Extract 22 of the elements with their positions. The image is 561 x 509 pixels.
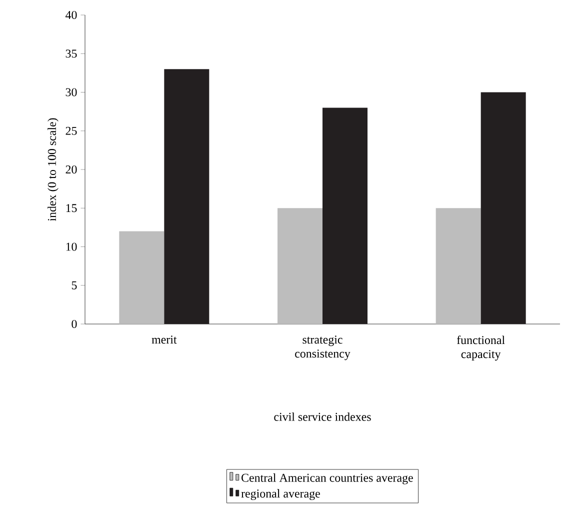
y-tick-label: 20 xyxy=(66,165,77,174)
y-tick-label: 15 xyxy=(66,204,77,212)
y-tick-label: 5 xyxy=(72,281,77,290)
y-tick-label: 30 xyxy=(66,88,77,96)
bar xyxy=(278,208,323,324)
x-tick-label: functional capacity xyxy=(456,336,505,361)
bar xyxy=(436,208,481,324)
x-tick-label: strategic consistency xyxy=(295,336,350,360)
bar xyxy=(119,231,164,324)
y-tick-label: 25 xyxy=(66,126,77,135)
y-tick-label: 35 xyxy=(66,50,77,58)
y-tick-label: 10 xyxy=(66,242,77,251)
y-axis-title: index (0 to 100 scale) xyxy=(48,118,58,222)
y-tick-label: 40 xyxy=(66,10,77,20)
bar xyxy=(480,92,526,324)
legend-label: Central American countries average xyxy=(242,473,413,484)
bar xyxy=(322,108,368,324)
x-tick-label: merit xyxy=(152,336,177,344)
legend-label: regional average xyxy=(241,489,320,500)
bar xyxy=(164,69,210,324)
y-tick-label: 0 xyxy=(72,320,77,328)
x-axis-title: civil service indexes xyxy=(274,412,371,421)
